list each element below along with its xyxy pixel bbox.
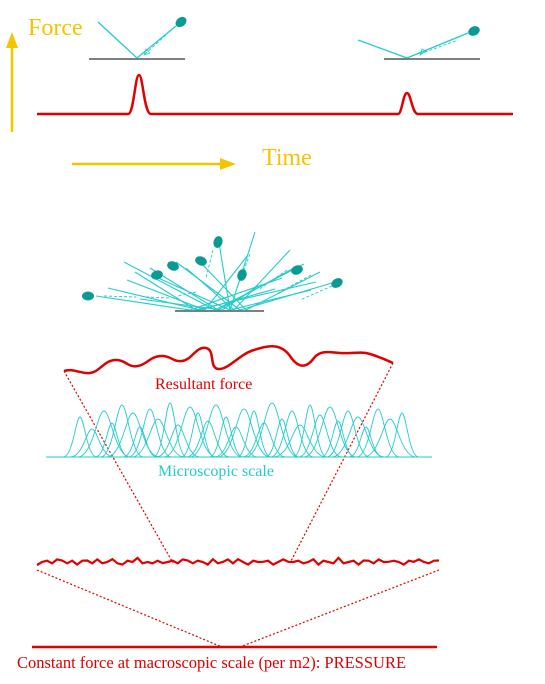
zoom-line-left-2	[36, 569, 223, 648]
microscopic-peak	[356, 408, 400, 458]
particle-icon	[195, 256, 207, 266]
microscopic-peak	[273, 424, 327, 458]
microscopic-peak	[303, 406, 357, 458]
microscopic-peak	[70, 428, 114, 458]
microscopic-peak	[331, 416, 385, 458]
force-label: Force	[28, 15, 83, 41]
microscopic-peak	[123, 426, 157, 458]
microscopic-peak	[181, 412, 215, 458]
noisy-force-line	[36, 556, 440, 567]
microscopic-peak	[349, 426, 383, 458]
particle-icon	[468, 26, 480, 36]
particle-icon	[175, 16, 187, 28]
microscopic-peak	[77, 410, 131, 458]
microscopic-peak	[298, 414, 342, 458]
microscopic-peak	[189, 404, 243, 458]
particle-icon	[151, 270, 163, 280]
particle-icon	[331, 278, 343, 288]
zoom-line-left	[63, 370, 174, 564]
impact-2	[357, 26, 480, 60]
microscopic-peak	[128, 408, 172, 458]
many-particles-section	[82, 231, 343, 312]
microscopic-scale-label: Microscopic scale	[158, 463, 274, 480]
microscopic-peak	[163, 406, 217, 458]
particle-icon	[213, 236, 223, 248]
force-time-curve	[37, 73, 513, 116]
microscopic-peak	[100, 404, 144, 458]
microscopic-peak	[236, 410, 272, 458]
resultant-force-curve	[63, 345, 394, 375]
microscopic-peak	[152, 402, 188, 458]
particle-icon	[82, 291, 94, 301]
pressure-caption: Constant force at macroscopic scale (per…	[17, 653, 407, 672]
resultant-force-label: Resultant force	[155, 376, 253, 393]
particle-icon	[291, 265, 303, 275]
single-impacts-section	[6, 16, 513, 170]
particle-icon	[237, 269, 247, 281]
impact-1	[89, 16, 187, 60]
zoom-line-right	[289, 362, 394, 564]
microscopic-peak	[209, 416, 243, 458]
force-axis-arrow	[6, 32, 18, 132]
microscopic-peak	[217, 408, 271, 458]
zoom-line-right-2	[239, 569, 440, 648]
microscopic-peak	[385, 412, 419, 458]
time-label: Time	[262, 145, 312, 171]
microscopic-peak	[321, 420, 355, 458]
time-axis-arrow	[72, 158, 236, 170]
particle-icon	[167, 261, 179, 271]
microscopic-peak	[63, 416, 97, 458]
microscopic-peak	[363, 418, 417, 458]
microscopic-peak	[326, 410, 370, 458]
microscopic-peak	[265, 418, 299, 458]
microscopic-peak	[292, 404, 328, 458]
microscopic-peak	[270, 410, 314, 458]
microscopic-peak	[186, 420, 230, 458]
microscopic-peak	[156, 424, 200, 458]
microscopic-peak	[95, 422, 129, 458]
microscopic-peaks	[63, 402, 419, 458]
